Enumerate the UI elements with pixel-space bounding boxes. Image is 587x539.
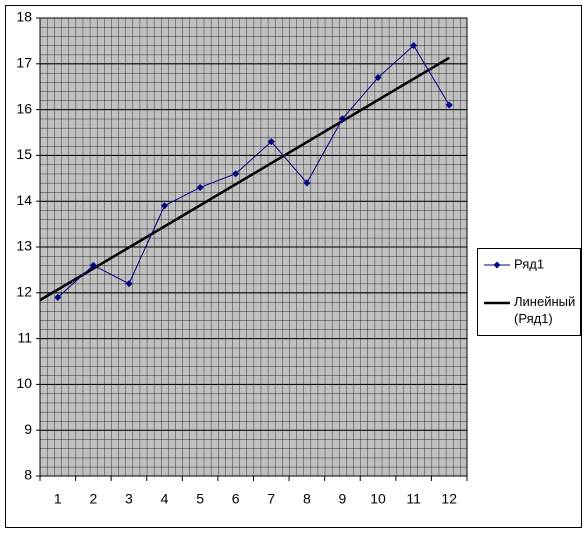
marker — [445, 101, 453, 109]
y-tick-label: 9 — [24, 421, 32, 437]
marker — [338, 115, 346, 123]
y-tick-label: 12 — [16, 284, 32, 300]
marker — [54, 293, 62, 301]
x-tick-label: 10 — [370, 491, 386, 507]
marker — [303, 179, 311, 187]
y-tick-label: 13 — [16, 238, 32, 254]
x-tick-label: 1 — [54, 491, 62, 507]
marker — [232, 170, 240, 178]
marker — [161, 202, 169, 210]
x-tick-label: 12 — [441, 491, 457, 507]
x-tick-label: 2 — [89, 491, 97, 507]
marker — [125, 280, 133, 288]
marker — [196, 183, 204, 191]
y-tick-label: 8 — [24, 467, 32, 483]
legend-label: Ряд1 — [514, 256, 544, 271]
y-tick-label: 16 — [16, 100, 32, 116]
trendline — [39, 56, 450, 302]
legend-label: Линейный (Ряд1) — [514, 294, 575, 326]
y-tick-label: 11 — [17, 329, 32, 345]
x-tick-label: 4 — [161, 491, 169, 507]
marker — [267, 138, 275, 146]
y-tick-label: 14 — [16, 192, 32, 208]
y-tick-label: 10 — [16, 375, 32, 391]
legend — [477, 248, 581, 336]
y-tick-label: 15 — [16, 146, 32, 162]
series-line — [57, 44, 450, 298]
marker — [410, 41, 418, 49]
y-tick-label: 17 — [16, 55, 32, 71]
x-tick-label: 8 — [303, 491, 311, 507]
x-tick-label: 9 — [339, 491, 347, 507]
y-tick-label: 18 — [16, 9, 32, 25]
marker — [374, 74, 382, 82]
x-tick-label: 7 — [267, 491, 275, 507]
x-tick-label: 5 — [196, 491, 204, 507]
marker — [89, 261, 97, 269]
x-tick-label: 3 — [125, 491, 133, 507]
x-tick-label: 11 — [406, 491, 421, 507]
legend-marker — [493, 261, 501, 269]
x-tick-label: 6 — [232, 491, 240, 507]
